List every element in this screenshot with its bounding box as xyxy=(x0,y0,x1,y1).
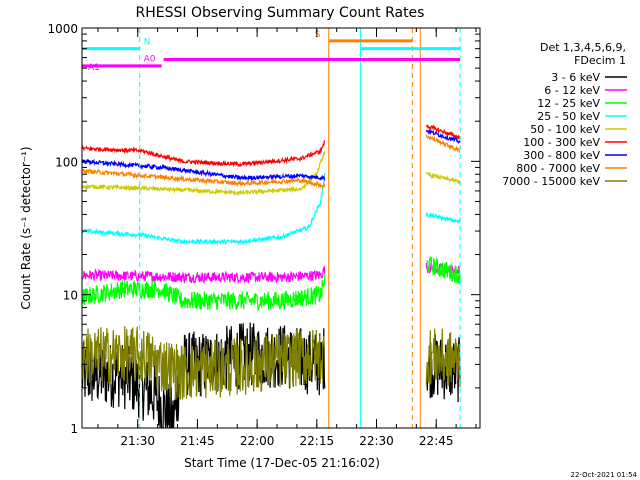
legend-label-3: 25 - 50 keV xyxy=(537,110,600,123)
legend-label-6: 300 - 800 keV xyxy=(523,149,600,162)
x-tick-label-0: 21:30 xyxy=(120,434,155,448)
series-4-segment-1 xyxy=(425,171,461,186)
plot-content xyxy=(81,124,461,429)
flag-label-S: S xyxy=(315,30,321,40)
vertical-markers xyxy=(139,28,461,428)
axes: 1 10 100 1000 21:30 21:45 22:00 22:15 22:30 22:45 xyxy=(47,22,481,448)
legend-header-0: Det 1,3,4,5,6,9, xyxy=(540,41,626,54)
chart-title: RHESSI Observing Summary Count Rates xyxy=(136,5,425,21)
footer-timestamp: 22-Oct-2021 01:54 xyxy=(571,471,638,479)
legend-label-2: 12 - 25 keV xyxy=(537,97,600,110)
x-tick-label-1: 21:45 xyxy=(180,434,215,448)
legend-label-0: 3 - 6 keV xyxy=(551,71,600,84)
plot-frame xyxy=(81,27,481,429)
series-5-segment-0 xyxy=(81,139,326,168)
y-tick-label-2: 100 xyxy=(55,155,78,169)
x-tick-label-3: 22:15 xyxy=(300,434,335,448)
legend-label-8: 7000 - 15000 keV xyxy=(502,175,600,188)
series-1-segment-0 xyxy=(81,266,326,285)
legend-label-5: 100 - 300 keV xyxy=(523,136,600,149)
flag-bars: N S A0 A1 xyxy=(82,30,461,73)
flag-label-N: N xyxy=(144,38,151,48)
y-axis-label: Count Rate (s⁻¹ detector⁻¹) xyxy=(19,146,33,309)
series-8-segment-1 xyxy=(425,328,461,388)
series-2-segment-1 xyxy=(425,256,461,284)
y-tick-label-0: 1 xyxy=(70,422,78,436)
y-tick-label-3: 1000 xyxy=(47,22,78,36)
series-6-segment-0 xyxy=(81,158,326,182)
legend-header-1: FDecim 1 xyxy=(574,54,626,67)
x-tick-label-2: 22:00 xyxy=(240,434,275,448)
series-3-segment-1 xyxy=(425,211,461,225)
flag-label-A1: A1 xyxy=(88,63,100,73)
y-tick-label-1: 10 xyxy=(63,289,78,303)
series-7-segment-1 xyxy=(425,134,461,153)
x-tick-label-5: 22:45 xyxy=(419,434,454,448)
series-5-segment-1 xyxy=(426,124,461,140)
x-tick-label-4: 22:30 xyxy=(359,434,394,448)
series-8-segment-0 xyxy=(81,326,326,400)
series-7-segment-0 xyxy=(81,168,326,190)
legend-label-1: 6 - 12 keV xyxy=(544,84,600,97)
legend-label-4: 50 - 100 keV xyxy=(530,123,600,136)
series-2-segment-0 xyxy=(81,273,326,311)
series-4-segment-0 xyxy=(81,150,326,197)
flag-label-A0: A0 xyxy=(144,55,156,65)
series-6-segment-1 xyxy=(425,129,461,144)
x-axis-label: Start Time (17-Dec-05 21:16:02) xyxy=(184,456,380,470)
series-3-segment-0 xyxy=(81,172,326,246)
legend-label-7: 800 - 7000 keV xyxy=(516,162,600,175)
